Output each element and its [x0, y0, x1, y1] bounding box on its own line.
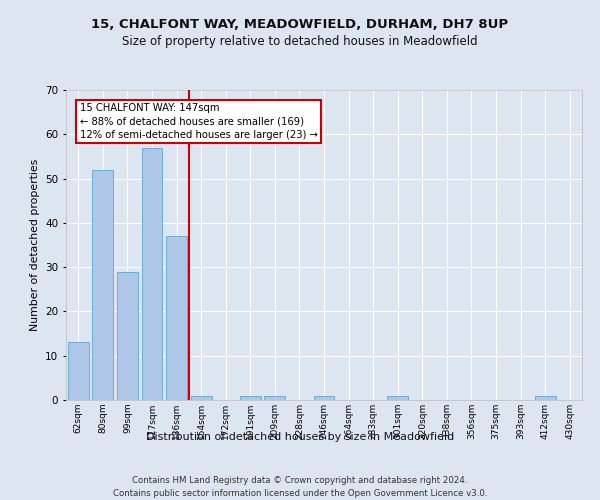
Text: 15, CHALFONT WAY, MEADOWFIELD, DURHAM, DH7 8UP: 15, CHALFONT WAY, MEADOWFIELD, DURHAM, D…	[91, 18, 509, 30]
Bar	[535, 396, 556, 400]
Bar	[265, 396, 286, 400]
Bar	[92, 170, 113, 400]
Bar	[142, 148, 163, 400]
Y-axis label: Number of detached properties: Number of detached properties	[29, 159, 40, 331]
Text: Distribution of detached houses by size in Meadowfield: Distribution of detached houses by size …	[146, 432, 454, 442]
Text: Contains HM Land Registry data © Crown copyright and database right 2024.
Contai: Contains HM Land Registry data © Crown c…	[113, 476, 487, 498]
Bar	[68, 342, 89, 400]
Text: 15 CHALFONT WAY: 147sqm
← 88% of detached houses are smaller (169)
12% of semi-d: 15 CHALFONT WAY: 147sqm ← 88% of detache…	[80, 104, 317, 140]
Bar	[314, 396, 334, 400]
Bar	[240, 396, 261, 400]
Bar	[387, 396, 408, 400]
Bar	[117, 272, 138, 400]
Text: Size of property relative to detached houses in Meadowfield: Size of property relative to detached ho…	[122, 35, 478, 48]
Bar	[166, 236, 187, 400]
Bar	[191, 396, 212, 400]
